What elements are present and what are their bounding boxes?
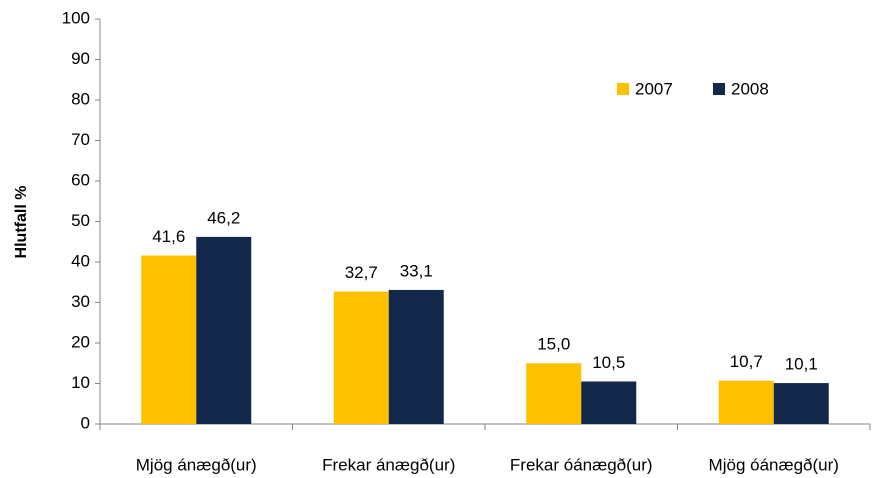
bar [773,383,829,424]
legend-swatch [617,83,629,95]
y-tick-label: 10 [71,373,90,392]
value-label: 10,1 [785,355,818,374]
value-label: 10,5 [592,353,625,372]
x-tick-label: Mjög ánægð(ur) [136,455,257,474]
legend-swatch [713,83,725,95]
x-tick-label: Frekar ánægð(ur) [322,455,455,474]
y-tick-label: 60 [71,170,90,189]
value-label: 41,6 [152,227,185,246]
value-label: 10,7 [730,352,763,371]
bar [526,363,582,424]
value-label: 33,1 [400,261,433,280]
bar [333,291,389,424]
y-tick-label: 40 [71,251,90,270]
y-tick-label: 100 [62,8,90,27]
y-axis-label: Hlutfall % [13,186,30,259]
bar [718,380,774,424]
y-tick-label: 50 [71,211,90,230]
y-tick-label: 0 [81,413,90,432]
y-tick-label: 70 [71,130,90,149]
bar [141,255,197,424]
value-label: 46,2 [207,208,240,227]
y-tick-label: 20 [71,332,90,351]
value-label: 15,0 [537,335,570,354]
bar [581,381,637,424]
bar [388,289,444,424]
legend-label: 2007 [635,79,673,98]
bar [196,236,252,424]
x-tick-label: Frekar óánægð(ur) [510,455,653,474]
x-tick-label: Mjög óánægð(ur) [709,455,839,474]
legend-label: 2008 [731,79,769,98]
y-tick-label: 90 [71,49,90,68]
y-tick-label: 30 [71,292,90,311]
value-label: 32,7 [345,263,378,282]
y-tick-label: 80 [71,89,90,108]
